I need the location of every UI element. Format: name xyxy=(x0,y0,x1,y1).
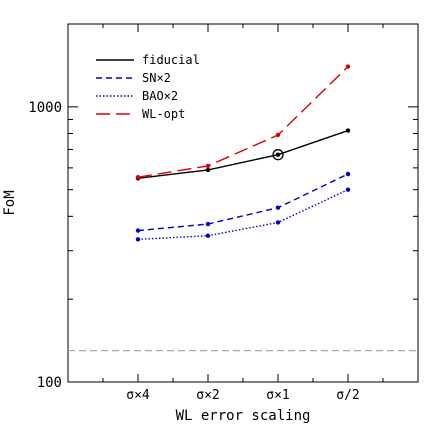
x-axis-title: WL error scaling xyxy=(176,408,311,424)
data-point xyxy=(205,167,211,173)
data-point xyxy=(205,163,211,169)
data-point xyxy=(275,152,281,157)
x-tick-label: σ×4 xyxy=(126,388,150,403)
legend-label: SN×2 xyxy=(142,71,171,85)
legend-label: WL-opt xyxy=(142,107,185,121)
axis-layer: 100 1000 σ×4 σ×2 σ×1 σ/2 xyxy=(28,23,418,403)
series-line xyxy=(137,129,349,179)
x-tick-label: σ×2 xyxy=(196,388,219,403)
legend: fiducial SN×2 BAO×2 WL-opt xyxy=(96,53,200,121)
legend-label: BAO×2 xyxy=(142,89,178,103)
data-point xyxy=(135,237,141,242)
y-axis-title: FoM xyxy=(2,190,18,215)
series-layer xyxy=(135,64,351,242)
legend-label: fiducial xyxy=(142,53,200,67)
series-line xyxy=(137,66,349,178)
y-tick-label: 1000 xyxy=(28,100,62,116)
series-line xyxy=(137,189,349,241)
data-point xyxy=(345,171,351,177)
data-point xyxy=(345,64,351,69)
data-point xyxy=(275,205,281,210)
x-tick-label: σ×1 xyxy=(266,388,289,403)
data-point xyxy=(205,221,211,227)
data-point xyxy=(345,187,351,192)
highlight-marker xyxy=(272,149,284,161)
data-point xyxy=(275,220,281,225)
series-line xyxy=(137,173,349,232)
data-point xyxy=(275,132,281,138)
data-point xyxy=(205,233,211,238)
data-point xyxy=(345,128,351,133)
data-point xyxy=(135,228,141,233)
y-tick-label: 100 xyxy=(37,375,62,391)
x-tick-label: σ/2 xyxy=(336,388,359,403)
data-point xyxy=(135,174,141,180)
